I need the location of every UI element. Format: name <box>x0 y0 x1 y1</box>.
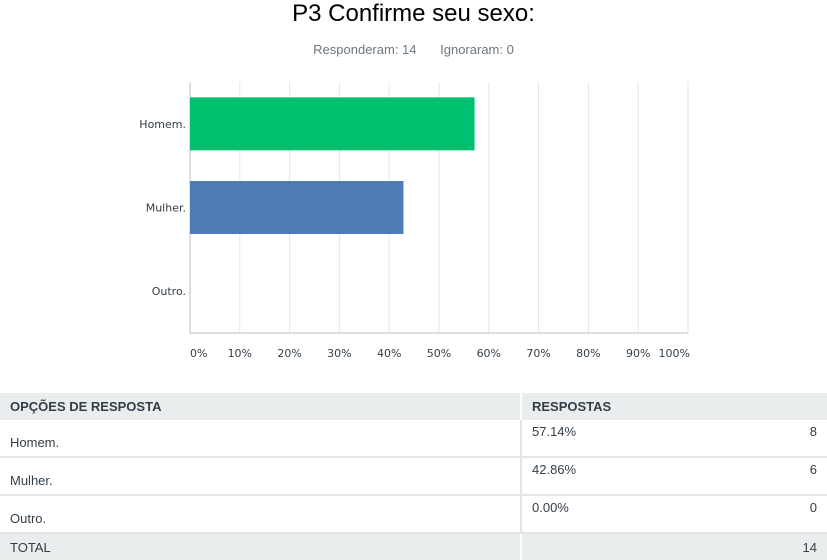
row-count: 0 <box>721 495 827 534</box>
total-spacer <box>521 533 722 560</box>
total-count: 14 <box>721 533 827 560</box>
x-tick-label: 60% <box>477 347 501 360</box>
total-row: TOTAL 14 <box>0 533 827 560</box>
y-category-label: Mulher. <box>146 202 186 215</box>
results-table: OPÇÕES DE RESPOSTA RESPOSTAS Homem. 57.1… <box>0 393 827 560</box>
x-tick-label: 50% <box>427 347 451 360</box>
y-category-label: Homem. <box>139 118 186 131</box>
row-count: 6 <box>721 457 827 496</box>
table-header-row: OPÇÕES DE RESPOSTA RESPOSTAS <box>0 393 827 420</box>
row-percent: 57.14% <box>521 420 722 458</box>
x-tick-label: 80% <box>576 347 600 360</box>
x-tick-label: 10% <box>228 347 252 360</box>
bar-mulher <box>190 181 404 234</box>
row-option: Homem. <box>0 420 522 458</box>
row-percent: 42.86% <box>521 457 722 496</box>
answered-count: Responderam: 14 <box>313 42 417 57</box>
header-responses: RESPOSTAS <box>521 393 827 420</box>
row-count: 8 <box>721 420 827 458</box>
x-tick-label: 100% <box>659 347 690 360</box>
table-row: Homem. 57.14% 8 <box>0 420 827 458</box>
skipped-count: Ignoraram: 0 <box>440 42 514 57</box>
row-option: Mulher. <box>0 457 522 496</box>
x-tick-label: 40% <box>377 347 401 360</box>
bar-homem <box>190 97 475 151</box>
y-category-label: Outro. <box>152 285 186 298</box>
x-tick-label: 30% <box>327 347 351 360</box>
table-row: Mulher. 42.86% 6 <box>0 457 827 496</box>
header-option: OPÇÕES DE RESPOSTA <box>0 393 522 420</box>
total-label: TOTAL <box>0 533 522 560</box>
x-tick-label: 20% <box>277 347 301 360</box>
bar-chart: 0% 10% 20% 30% 40% 50% 60% 70% 80% 90% 100% Homem. M… <box>139 82 690 360</box>
x-tick-label: 70% <box>526 347 550 360</box>
row-option: Outro. <box>0 495 522 534</box>
row-percent: 0.00% <box>521 495 722 534</box>
question-title: P3 Confirme seu sexo: <box>292 0 535 27</box>
x-tick-label: 90% <box>626 347 650 360</box>
response-summary: Responderam: 14 Ignoraram: 0 <box>0 42 827 57</box>
table-row: Outro. 0.00% 0 <box>0 495 827 534</box>
x-tick-label: 0% <box>190 347 207 360</box>
